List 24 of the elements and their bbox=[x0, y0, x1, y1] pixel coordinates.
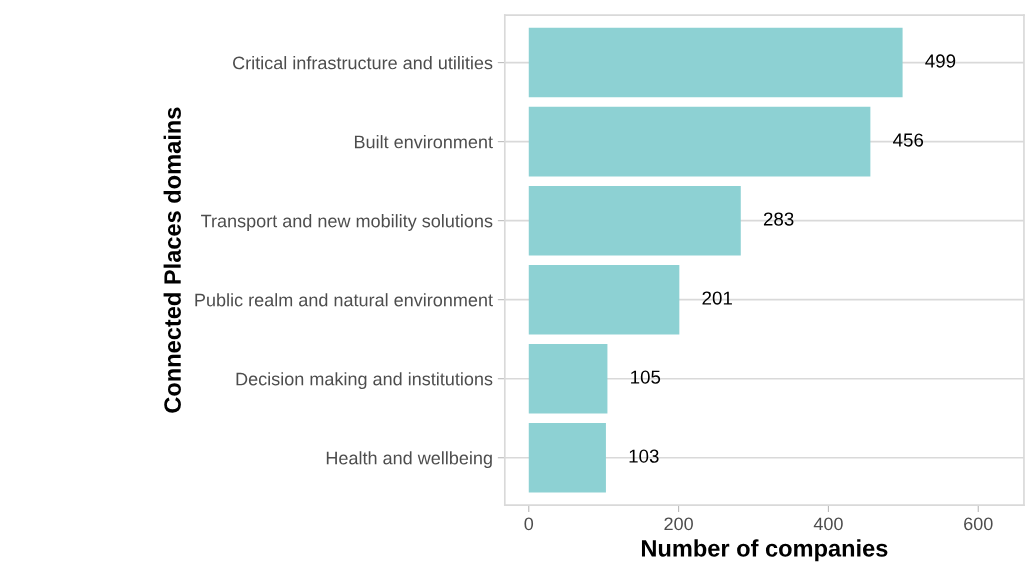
bar bbox=[528, 185, 741, 256]
y-tick-label: Health and wellbeing bbox=[326, 451, 492, 469]
data-label: 103 bbox=[629, 449, 659, 463]
data-label: 283 bbox=[763, 212, 794, 226]
bar bbox=[528, 264, 680, 335]
data-label: 456 bbox=[893, 133, 924, 147]
x-tick-label: 200 bbox=[664, 517, 693, 531]
x-tick-label: 600 bbox=[964, 517, 993, 531]
y-tick-label: Decision making and institutions bbox=[236, 372, 493, 389]
y-axis-title: Connected Places domains bbox=[163, 107, 181, 413]
x-tick-label: 0 bbox=[524, 517, 534, 531]
x-tick-label: 400 bbox=[813, 517, 843, 531]
y-tick-label: Public realm and natural environment bbox=[195, 293, 493, 307]
bar bbox=[528, 27, 903, 98]
x-axis-title: Number of companies bbox=[641, 539, 888, 562]
data-label: 105 bbox=[631, 370, 661, 384]
y-tick-label: Built environment bbox=[354, 135, 493, 149]
y-tick-label: Critical infrastructure and utilities bbox=[233, 56, 493, 70]
bar bbox=[528, 106, 871, 177]
data-label: 499 bbox=[925, 54, 956, 68]
bar bbox=[528, 422, 606, 493]
y-tick-label: Transport and new mobility solutions bbox=[201, 214, 493, 231]
data-label: 201 bbox=[702, 291, 732, 305]
bar bbox=[528, 343, 608, 414]
